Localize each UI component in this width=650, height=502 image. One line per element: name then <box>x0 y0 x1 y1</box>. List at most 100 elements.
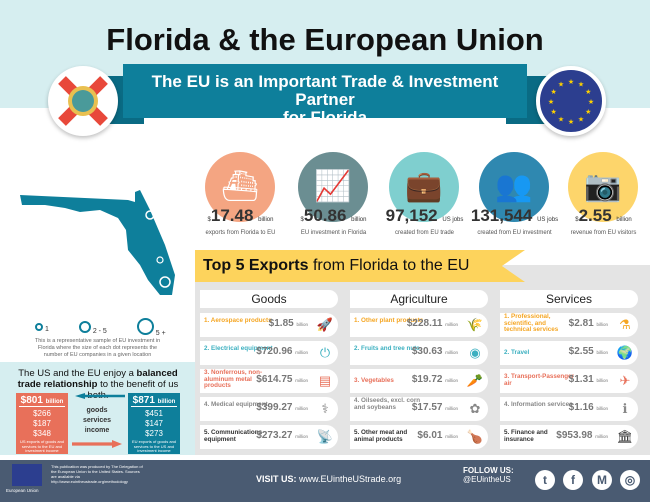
export-value: $2.81 billion <box>568 318 608 329</box>
export-value: $720.96 million <box>256 346 308 357</box>
column-header: Agriculture <box>350 290 488 308</box>
star-icon: ★ <box>585 108 591 116</box>
flask-icon: ⚗ <box>614 314 636 336</box>
export-row: 2. Electrical equipment $720.96 million ⏻ <box>200 341 338 365</box>
export-value: $17.57 million <box>411 402 458 413</box>
stat-4: $2.55 billion revenue from EU visitors <box>570 206 637 236</box>
export-value: $30.63 million <box>411 346 458 357</box>
export-value: $1.31 billion <box>568 374 608 385</box>
credit-text: This publication was produced by The Del… <box>51 464 143 484</box>
export-row: 1. Other plant products $228.11 million 🌾 <box>350 313 488 337</box>
people-icon: 👥 <box>479 152 549 222</box>
arrow-right-icon <box>72 440 122 448</box>
export-row: 3. Vegetables $19.72 million 🥕 <box>350 369 488 393</box>
eu-exports-box: $871 billion $451 $147 $273 EU exports of … <box>128 393 180 454</box>
plug-icon: ⏻ <box>314 342 336 364</box>
top5-title-rest: from Florida to the EU <box>308 257 470 274</box>
legend-small: 1 <box>44 325 49 333</box>
export-row: 4. Medical equipment $399.27 million ⚕ <box>200 397 338 421</box>
export-label: 5. Other meat and animal products <box>354 429 408 443</box>
star-icon: ★ <box>551 88 557 96</box>
export-row: 5. Other meat and animal products $6.01 m… <box>350 425 488 449</box>
twitter-icon[interactable]: t <box>535 470 555 490</box>
footer: European Union This publication was prod… <box>0 460 650 502</box>
export-label: 4. Oilseeds, excl. corn and soybeans <box>354 397 421 411</box>
export-label: 3. Nonferrous, non-aluminum metal produc… <box>204 369 263 390</box>
eu-label: European Union <box>6 488 39 493</box>
airplane-icon: ✈ <box>614 370 636 392</box>
export-row: 2. Fruits and tree nuts $30.63 million ◉ <box>350 341 488 365</box>
map-legend: 1 2 - 5 5 + <box>35 318 166 337</box>
trade-categories: goods services income <box>82 407 112 434</box>
export-value: $273.27 million <box>256 430 308 441</box>
growth-chart-icon: 📈 <box>298 152 368 222</box>
legend-large: 5 + <box>155 330 166 337</box>
export-value: $953.98 million <box>556 430 608 441</box>
export-label: 1. Professional, scientific, and technic… <box>504 313 559 334</box>
stat-0: $17.48 billion exports from Florida to EU <box>205 206 276 236</box>
export-value: $19.72 million <box>411 374 458 385</box>
export-label: 4. Medical equipment <box>204 401 268 408</box>
subtitle-ribbon: The EU is an Important Trade & Investmen… <box>123 64 527 127</box>
subtitle-line-2: for Florida <box>282 108 368 127</box>
star-icon: ★ <box>585 88 591 96</box>
arrow-left-icon <box>75 393 125 399</box>
page-title: Florida & the European Union <box>106 22 544 57</box>
stethoscope-icon: ⚕ <box>314 398 336 420</box>
export-value: $1.16 billion <box>568 402 608 413</box>
export-label: 3. Transport-Passenger air <box>504 373 574 387</box>
carrot-icon: 🥕 <box>464 370 486 392</box>
export-row: 5. Communications equipment $273.27 milli… <box>200 425 338 449</box>
antenna-icon: 📡 <box>314 426 336 448</box>
export-row: 4. Oilseeds, excl. corn and soybeans $17.… <box>350 397 488 421</box>
fruit-icon: ◉ <box>464 342 486 364</box>
trade-balance-section: The US and the EU enjoy a balanced trade… <box>0 362 195 455</box>
export-row: 2. Travel $2.55 billion 🌍 <box>500 341 638 365</box>
visit-label: VISIT US: <box>256 474 297 484</box>
export-value: $1.85 billion <box>268 318 308 329</box>
eu-logo-icon <box>12 464 42 486</box>
column-header: Goods <box>200 290 338 308</box>
follow-label: FOLLOW US: <box>463 466 514 475</box>
facebook-icon[interactable]: f <box>563 470 583 490</box>
stat-2: 97,152 US jobs created from EU trade <box>385 206 464 236</box>
export-label: 1. Other plant products <box>354 317 424 324</box>
star-icon: ★ <box>568 78 574 86</box>
star-icon: ★ <box>588 98 594 106</box>
metal-roll-icon: ▤ <box>314 370 336 392</box>
cargo-ship-icon: ⛴ <box>205 152 275 222</box>
top5-title-bold: Top 5 Exports <box>203 257 309 274</box>
star-icon: ★ <box>551 108 557 116</box>
export-value: $6.01 million <box>417 430 458 441</box>
export-label: 5. Communications equipment <box>204 429 263 443</box>
rocket-icon: 🚀 <box>314 314 336 336</box>
export-value: $399.27 million <box>256 402 308 413</box>
star-icon: ★ <box>578 115 584 123</box>
seeds-icon: ✿ <box>464 398 486 420</box>
star-icon: ★ <box>568 118 574 126</box>
export-value: $228.11 million <box>406 318 458 329</box>
subtitle-line-1: The EU is an Important Trade & Investmen… <box>151 72 499 109</box>
export-value: $2.55 billion <box>568 346 608 357</box>
export-row: 3. Nonferrous, non-aluminum metal produc… <box>200 369 338 393</box>
briefcase-icon: 💼 <box>389 152 459 222</box>
map-note: This is a representative sample of EU in… <box>34 338 161 358</box>
medium-icon[interactable]: M <box>592 470 612 490</box>
star-icon: ★ <box>558 115 564 123</box>
export-row: 1. Aerospace products $1.85 billion 🚀 <box>200 313 338 337</box>
export-label: 2. Fruits and tree nuts <box>354 345 420 352</box>
info-icon: ℹ <box>614 398 636 420</box>
column-header: Services <box>500 290 638 308</box>
visit-url-link[interactable]: www.EUintheUStrade.org <box>299 474 402 484</box>
export-row: 3. Transport-Passenger air $1.31 billion ✈ <box>500 369 638 393</box>
export-label: 1. Aerospace products <box>204 317 272 324</box>
top5-banner: Top 5 Exports from Florida to the EU <box>195 250 525 282</box>
instagram-icon[interactable]: ◎ <box>620 470 640 490</box>
export-label: 2. Travel <box>504 349 530 356</box>
camera-icon: 📷 <box>568 152 638 222</box>
export-label: 4. Information services <box>504 401 573 408</box>
drumstick-icon: 🍗 <box>464 426 486 448</box>
stat-3: 131,544 US jobs created from EU investmen… <box>470 206 559 236</box>
handle-link[interactable]: @EUintheUS <box>463 475 511 484</box>
florida-map <box>20 190 175 295</box>
